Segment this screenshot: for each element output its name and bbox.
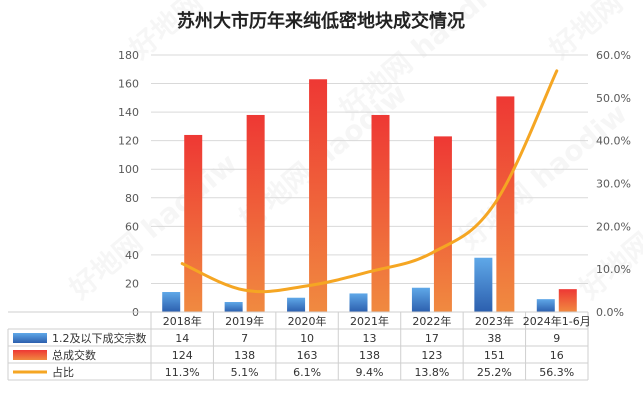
- y-left-tick-label: 120: [118, 135, 139, 148]
- bar-total-count: [558, 289, 577, 312]
- line-share-ratio: [180, 69, 559, 294]
- table-cell-value: 13.8%: [414, 366, 449, 379]
- bar-total-count: [433, 136, 452, 312]
- bar-total-count: [246, 114, 265, 312]
- table-cell-value: 11.3%: [165, 366, 200, 379]
- x-tick-label: 2019年: [225, 314, 264, 328]
- bar-low-density-count: [411, 287, 430, 312]
- y-left-tick-label: 80: [125, 192, 139, 205]
- y-left-tick-label: 60: [125, 220, 139, 233]
- legend-key: [13, 350, 47, 360]
- table-cell-value: 163: [297, 349, 318, 362]
- bar-low-density-count: [162, 292, 181, 312]
- table-cell-value: 5.1%: [231, 366, 259, 379]
- table-cell-value: 10: [300, 332, 314, 345]
- legend-key: [13, 333, 47, 343]
- table-cell-value: 138: [234, 349, 255, 362]
- table-cell-value: 7: [241, 332, 248, 345]
- table-cell-value: 123: [421, 349, 442, 362]
- table-cell-value: 25.2%: [477, 366, 512, 379]
- x-tick-label: 2024年1-6月: [523, 314, 591, 328]
- legend-label: 总成交数: [52, 348, 96, 362]
- watermark-text: 好地网 haodiw: [123, 0, 304, 66]
- bar-low-density-count: [536, 299, 555, 312]
- y-left-tick-label: 160: [118, 78, 139, 91]
- y-left-tick-label: 140: [118, 106, 139, 119]
- table-cell-value: 151: [484, 349, 505, 362]
- table-cell-value: 17: [425, 332, 439, 345]
- table-cell-value: 9: [553, 332, 560, 345]
- x-tick-label: 2023年: [475, 314, 514, 328]
- bar-low-density-count: [287, 297, 306, 312]
- y-right-tick-label: 60.0%: [596, 49, 631, 62]
- bar-total-count: [184, 134, 203, 312]
- bar-low-density-count: [224, 302, 243, 312]
- y-right-tick-label: 50.0%: [596, 92, 631, 105]
- table-cell-value: 9.4%: [356, 366, 384, 379]
- bar-low-density-count: [349, 293, 368, 312]
- bar-total-count: [309, 79, 328, 313]
- legend-label: 1.2及以下成交宗数: [52, 331, 147, 345]
- y-right-tick-label: 20.0%: [596, 220, 631, 233]
- x-tick-label: 2018年: [163, 314, 202, 328]
- table-cell-value: 14: [175, 332, 189, 345]
- x-tick-label: 2021年: [350, 314, 389, 328]
- x-tick-label: 2020年: [288, 314, 327, 328]
- y-left-tick-label: 100: [118, 163, 139, 176]
- bar-total-count: [496, 96, 515, 313]
- y-left-tick-label: 40: [125, 249, 139, 262]
- table-cell-value: 38: [487, 332, 501, 345]
- x-tick-label: 2022年: [412, 314, 451, 328]
- y-right-tick-label: 0.0%: [596, 306, 624, 319]
- bar-total-count: [371, 114, 390, 312]
- table-cell-value: 6.1%: [293, 366, 321, 379]
- y-left-tick-label: 180: [118, 49, 139, 62]
- y-right-tick-label: 40.0%: [596, 135, 631, 148]
- y-left-tick-label: 20: [125, 277, 139, 290]
- y-right-tick-label: 30.0%: [596, 178, 631, 191]
- chart-title: 苏州大市历年来纯低密地块成交情况: [177, 10, 465, 32]
- table-cell-value: 56.3%: [539, 366, 574, 379]
- table-cell-value: 138: [359, 349, 380, 362]
- bar-low-density-count: [474, 257, 493, 312]
- y-right-tick-label: 10.0%: [596, 263, 631, 276]
- table-cell-value: 124: [172, 349, 193, 362]
- legend-label: 占比: [52, 365, 74, 379]
- table-cell-value: 13: [363, 332, 377, 345]
- table-cell-value: 16: [550, 349, 564, 362]
